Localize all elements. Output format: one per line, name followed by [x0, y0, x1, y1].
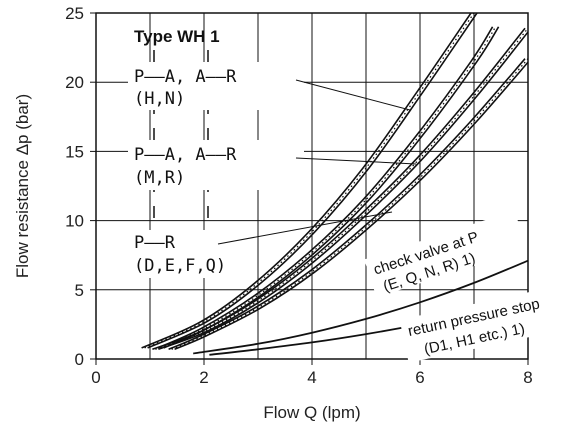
annotation-hn-line1: P——A, A——R	[134, 67, 237, 87]
annotation-bg-1	[128, 62, 304, 110]
annotation-mr-line1: P——A, A——R	[134, 145, 237, 165]
series-band-edge-upper	[141, 13, 472, 349]
y-tick-label: 0	[75, 350, 84, 369]
series-3	[152, 27, 528, 351]
leader-mr	[295, 157, 417, 165]
series-4	[168, 58, 528, 351]
x-tick-label: 2	[199, 368, 208, 387]
annotation-bg-2	[128, 140, 304, 190]
leader-pr	[217, 211, 393, 245]
check-valve-annotation: check valve at P (E, Q, N, R) 1)	[364, 210, 527, 298]
x-tick-label: 4	[307, 368, 316, 387]
x-axis-label: Flow Q (lpm)	[263, 403, 360, 422]
return-stop-annotation: return pressure stop (D1, H1 etc.) 1)	[399, 283, 579, 363]
y-tick-label: 10	[65, 212, 84, 231]
leader-hn	[295, 79, 411, 111]
series-band-edge-lower	[158, 30, 528, 351]
tick-labels: 0 2 4 6 8 0 5 10 15 20 25	[65, 4, 533, 387]
annotation-pr-line2: (D,E,F,Q)	[134, 256, 226, 276]
series-line	[193, 259, 528, 355]
y-tick-label: 15	[65, 142, 84, 161]
annotation-mr-line2: (M,R)	[134, 168, 185, 188]
annotation-bg-3	[128, 230, 222, 278]
series-band-edge-lower	[174, 60, 528, 351]
series-band-edge-upper	[157, 26, 494, 349]
series-band-center	[171, 58, 528, 350]
chart-title: Type WH 1	[134, 27, 220, 46]
y-tick-label: 25	[65, 4, 84, 23]
series-band-edge-upper	[152, 27, 526, 351]
series-band-center	[160, 26, 497, 349]
annotation-pr-line1: P——R	[134, 233, 176, 253]
y-axis-label: Flow resistance Δp (bar)	[13, 94, 32, 278]
check-valve-bg	[364, 210, 527, 298]
return-stop-bg	[399, 283, 579, 363]
series-5	[193, 259, 528, 355]
series-band-center	[144, 13, 475, 349]
y-tick-label: 5	[75, 281, 84, 300]
series-band-edge-lower	[147, 13, 478, 349]
series-band-edge-upper	[168, 58, 526, 351]
y-tick-label: 20	[65, 73, 84, 92]
x-tick-label: 6	[415, 368, 424, 387]
series-1	[141, 13, 478, 349]
annotation-hn-line2: (H,N)	[134, 89, 185, 109]
x-tick-label: 8	[523, 368, 532, 387]
x-tick-label: 0	[91, 368, 100, 387]
series-layer	[141, 13, 528, 356]
